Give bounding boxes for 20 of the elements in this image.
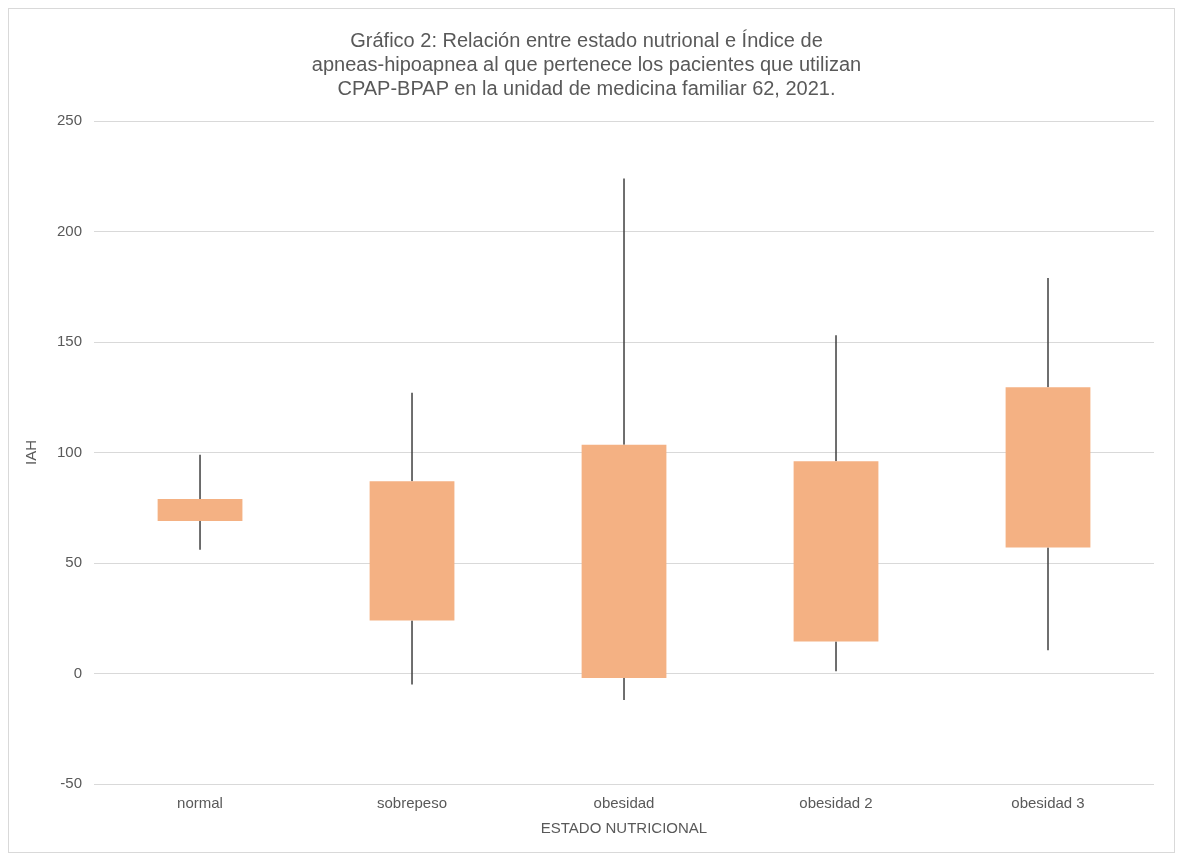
x-tick-label: sobrepeso <box>376 794 448 812</box>
candlestick <box>581 177 667 701</box>
y-tick-label: 250 <box>57 111 83 129</box>
x-axis-title: ESTADO NUTRICIONAL <box>540 819 708 837</box>
x-tick-label: obesidad 3 <box>1011 794 1085 812</box>
y-tick-label: 50 <box>65 553 83 571</box>
candlestick <box>793 334 879 673</box>
chart-title: Gráfico 2: Relación entre estado nutrional e Índice de apneas-hipoapnea al que pertenece los pacientes que utilizan CPAP-BPAP en la unidad de medicina familiar 62, 2021. <box>311 28 862 99</box>
y-tick-label: 150 <box>57 332 83 350</box>
y-tick-label: 100 <box>57 442 83 460</box>
y-tick-label: -50 <box>60 774 83 792</box>
y-tick-label: 0 <box>73 663 83 681</box>
x-tick-label: normal <box>177 794 223 812</box>
candlestick <box>369 392 455 686</box>
y-tick-label: 200 <box>57 221 83 239</box>
candlestick <box>157 453 243 551</box>
x-tick-label: obesidad 2 <box>799 794 873 812</box>
candlestick <box>1005 277 1091 652</box>
x-tick-label: obesidad <box>593 794 655 812</box>
y-axis-title: IAH <box>22 439 40 466</box>
